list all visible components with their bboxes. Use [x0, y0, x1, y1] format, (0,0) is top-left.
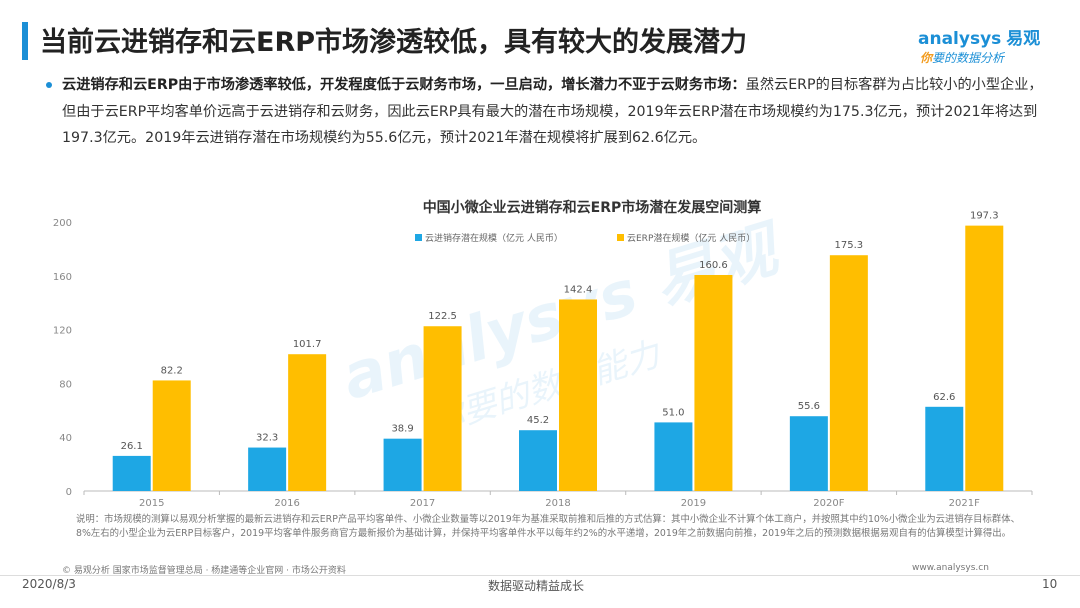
legend-swatch: [617, 234, 624, 241]
logo-tagline-lead: 你: [920, 51, 933, 65]
bar-cloud-inventory: [248, 447, 287, 491]
footer-date: 2020/8/3: [22, 577, 76, 591]
chart-legend: 云进销存潜在规模（亿元 人民币） 云ERP潜在规模（亿元 人民币）: [415, 232, 755, 244]
bar-cloud-erp: [152, 380, 191, 491]
y-tick-label: 40: [59, 433, 72, 444]
bar-cloud-inventory: [519, 430, 557, 491]
x-axis: 2015 2016 2017 2018 2019 2020F 2021F: [83, 490, 1033, 509]
x-tick-label: 2019: [681, 498, 706, 509]
y-tick-label: 0: [66, 487, 72, 498]
bar-cloud-inventory: [112, 455, 151, 491]
x-tick-label: 2016: [274, 498, 299, 509]
website-link[interactable]: www.analysys.cn: [912, 563, 989, 573]
logo-brand-cn: 易观: [1006, 29, 1041, 49]
x-tick-label: 2015: [139, 498, 164, 509]
bar-cloud-erp: [694, 274, 733, 491]
x-tick-label: 2018: [545, 498, 570, 509]
chart-title: 中国小微企业云进销存和云ERP市场潜在发展空间测算: [423, 199, 762, 216]
data-label: 122.5: [428, 311, 457, 322]
data-label: 142.4: [564, 284, 593, 295]
logo-tagline: 要的数据分析: [932, 51, 1005, 65]
x-tick-label: 2020F: [813, 498, 844, 509]
legend-swatch: [415, 234, 422, 241]
y-tick-label: 160: [53, 272, 72, 283]
bars-group: 26.1 32.3 38.9 45.2 51.0 55.6 62.6 82.2 101.7 122…: [112, 211, 1004, 491]
bar-cloud-inventory: [383, 438, 422, 491]
bar-cloud-erp: [559, 299, 597, 491]
footer-divider: [0, 575, 1080, 576]
methodology-note: 说明：市场规模的测算以易观分析掌握的最新云进销存和云ERP产品平均客单件、小微企…: [76, 514, 1021, 539]
data-label: 82.2: [161, 365, 183, 376]
legend-label: 云进销存潜在规模（亿元 人民币）: [425, 232, 563, 244]
data-label: 32.3: [256, 433, 278, 444]
x-tick-label: 2017: [410, 498, 435, 509]
data-label: 45.2: [527, 415, 549, 426]
summary-body: 虽然云ERP的目标客群为占比较小的小型企业，但由于云ERP平均客单价远高于云进销…: [62, 77, 1043, 146]
data-label: 175.3: [835, 240, 864, 251]
brand-logo: analysys 易观 你要的数据分析: [918, 24, 1058, 70]
bar-cloud-erp: [288, 354, 327, 491]
data-source: © 易观分析 国家市场监督管理总局 · 杨建通等企业官网 · 市场公开资料: [62, 566, 346, 576]
bar-chart: 中国小微企业云进销存和云ERP市场潜在发展空间测算 云进销存潜在规模（亿元 人民…: [53, 199, 1033, 509]
data-label: 62.6: [933, 392, 955, 403]
footer-slogan: 数据驱动精益成长: [488, 579, 585, 593]
y-axis: 0 40 80 120 160 200: [53, 218, 72, 498]
data-label: 160.6: [699, 260, 728, 271]
data-label: 101.7: [293, 339, 322, 350]
summary-lead: 云进销存和云ERP由于市场渗透率较低，开发程度低于云财务市场，一旦启动，增长潜力…: [62, 77, 746, 93]
legend-label: 云ERP潜在规模（亿元 人民币）: [627, 232, 755, 244]
y-tick-label: 120: [53, 326, 72, 337]
data-label: 197.3: [970, 211, 999, 222]
bar-cloud-inventory: [925, 406, 964, 491]
data-label: 55.6: [798, 401, 820, 412]
bar-cloud-erp: [829, 255, 868, 491]
bullet-dot-icon: [46, 82, 52, 88]
logo-brand-en: analysys: [918, 29, 1002, 49]
y-tick-label: 200: [53, 218, 72, 229]
x-tick-label: 2021F: [949, 498, 980, 509]
bar-cloud-inventory: [789, 416, 828, 491]
summary-paragraph: 云进销存和云ERP由于市场渗透率较低，开发程度低于云财务市场，一旦启动，增长潜力…: [62, 72, 1052, 152]
page-number: 10: [1042, 577, 1058, 591]
y-tick-label: 80: [59, 379, 72, 390]
data-label: 26.1: [121, 441, 143, 452]
bar-cloud-erp: [965, 225, 1004, 491]
bar-cloud-erp: [423, 326, 462, 491]
data-label: 38.9: [391, 424, 413, 435]
data-label: 51.0: [662, 407, 684, 418]
title-accent-bar: [22, 22, 28, 60]
page-title: 当前云进销存和云ERP市场渗透较低，具有较大的发展潜力: [40, 27, 748, 58]
bar-cloud-inventory: [654, 422, 693, 491]
